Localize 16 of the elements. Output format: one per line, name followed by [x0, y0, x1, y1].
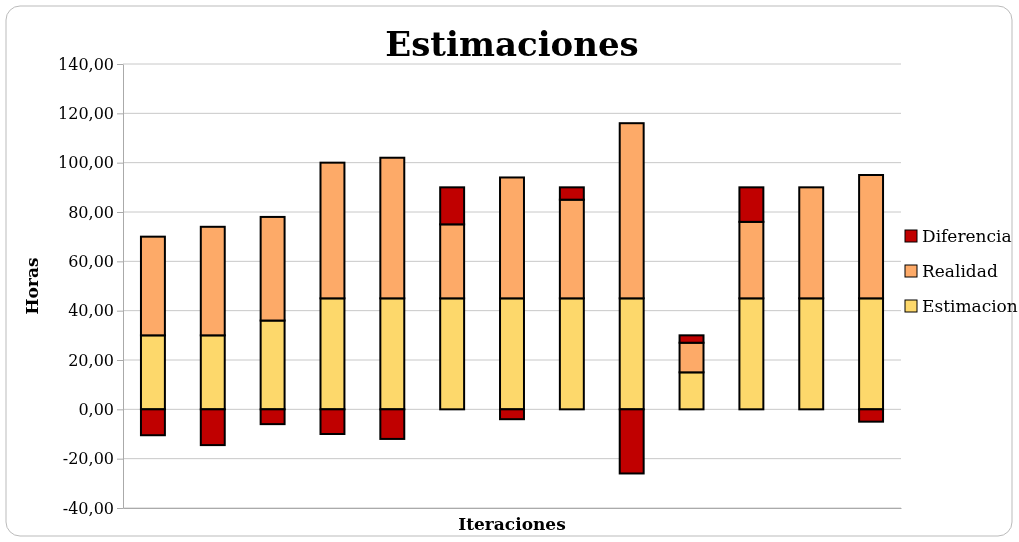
- legend-label: Diferencia: [922, 226, 1012, 246]
- y-tick-label: 140,00: [58, 54, 114, 74]
- y-tick-label: -40,00: [62, 498, 114, 518]
- x-axis-title: Iteraciones: [458, 514, 566, 534]
- y-tick-label: 0,00: [78, 399, 114, 419]
- y-tick-label: 60,00: [68, 251, 114, 271]
- legend-label: Estimacion: [922, 296, 1018, 316]
- y-tick-label: 20,00: [68, 350, 114, 370]
- y-tick-label: 100,00: [58, 153, 114, 173]
- y-tick-label: 120,00: [58, 103, 114, 123]
- y-axis-title: Horas: [22, 257, 42, 315]
- legend-label: Realidad: [922, 261, 998, 281]
- y-tick-label: -20,00: [62, 449, 114, 469]
- chart-title: Estimaciones: [385, 24, 639, 64]
- y-tick-label: 80,00: [68, 202, 114, 222]
- y-tick-label: 40,00: [68, 301, 114, 321]
